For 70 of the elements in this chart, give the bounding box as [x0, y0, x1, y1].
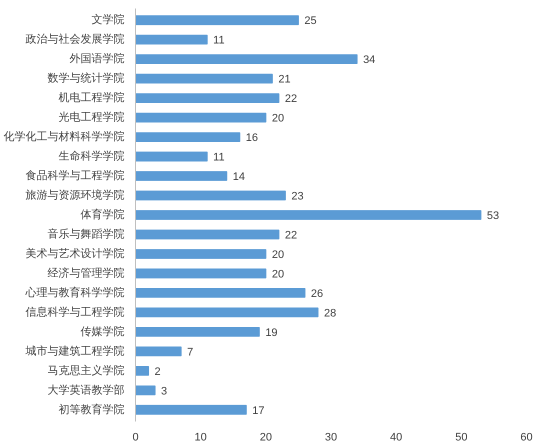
data-label: 19 — [265, 326, 278, 339]
y-tick-label: 初等教育学院 — [58, 402, 124, 416]
data-label: 2 — [154, 366, 161, 378]
bar — [136, 93, 280, 103]
data-label: 20 — [272, 248, 284, 261]
bar — [136, 210, 482, 220]
bar — [136, 34, 208, 45]
bar — [136, 288, 306, 298]
data-label: 25 — [304, 15, 317, 28]
y-tick-label: 心理与教育科学学院 — [24, 286, 124, 299]
bar — [136, 366, 150, 376]
y-tick-label: 化学化工与材料科学学院 — [4, 130, 124, 144]
data-label: 16 — [246, 132, 258, 144]
y-tick-label: 传媒学院 — [80, 324, 124, 338]
y-tick-label: 光电工程学院 — [58, 110, 124, 124]
data-label: 26 — [310, 288, 324, 300]
data-label: 20 — [272, 268, 284, 280]
bar — [136, 54, 358, 64]
x-tick-label: 30 — [324, 432, 338, 443]
data-label: 11 — [213, 34, 225, 47]
bar — [136, 171, 228, 181]
y-tick-label: 信息科学与工程学院 — [26, 305, 124, 318]
y-tick-label: 音乐与舞蹈学院 — [48, 227, 124, 240]
y-tick-label: 外国语学院 — [70, 52, 124, 66]
bar — [136, 112, 266, 122]
bar — [136, 327, 260, 337]
bar — [136, 404, 247, 415]
bar — [136, 308, 318, 318]
bar — [136, 268, 266, 278]
x-tick-label: 0 — [132, 432, 139, 443]
y-tick-label: 美术与艺术设计学院 — [26, 246, 124, 260]
y-tick-label: 生命科学学院 — [58, 150, 124, 163]
x-tick-label: 60 — [520, 432, 533, 443]
x-tick-label: 20 — [260, 432, 272, 443]
data-label: 3 — [161, 385, 168, 398]
data-label: 22 — [284, 93, 298, 106]
y-tick-label: 体育学院 — [80, 208, 124, 221]
y-tick-label: 数学与统计学院 — [48, 72, 124, 85]
data-label: 14 — [232, 171, 245, 184]
bar — [136, 385, 156, 396]
data-label: 53 — [486, 210, 500, 222]
data-label: 11 — [213, 152, 225, 164]
x-tick-label: 50 — [455, 432, 468, 443]
y-tick-label: 城市与建筑工程学院 — [24, 344, 124, 358]
data-label: 23 — [291, 190, 304, 203]
x-tick-label: 10 — [194, 432, 207, 443]
x-tick-label: 40 — [390, 432, 402, 443]
data-label: 20 — [272, 112, 284, 125]
bar — [136, 230, 280, 240]
y-tick-label: 马克思主义学院 — [48, 364, 124, 377]
bar — [136, 190, 286, 200]
y-tick-label: 机电工程学院 — [58, 91, 124, 104]
data-label: 34 — [363, 54, 376, 66]
data-label: 21 — [278, 74, 291, 86]
bar — [136, 74, 273, 84]
bar — [136, 346, 182, 356]
data-label: 7 — [187, 346, 194, 358]
bar — [136, 249, 266, 259]
y-tick-label: 食品科学与工程学院 — [26, 169, 124, 182]
y-tick-label: 经济与管理学院 — [48, 266, 124, 280]
y-tick-label: 大学英语教学部 — [48, 383, 124, 396]
y-tick-label: 旅游与资源环境学院 — [26, 188, 124, 202]
bar — [136, 15, 299, 26]
data-label: 17 — [252, 404, 265, 417]
y-tick-label: 政治与社会发展学院 — [26, 32, 124, 46]
bar — [136, 132, 240, 142]
data-label: 28 — [324, 307, 336, 320]
data-label: 22 — [284, 229, 298, 242]
bar — [136, 152, 208, 162]
y-tick-label: 文学院 — [92, 13, 124, 26]
